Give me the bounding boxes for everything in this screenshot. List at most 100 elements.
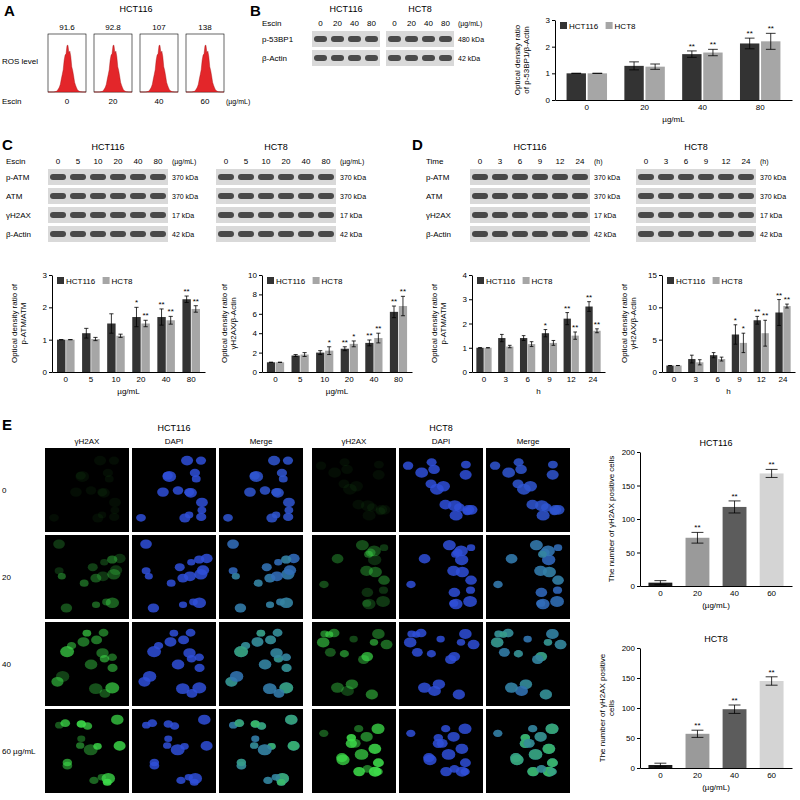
- panel-letter: D: [412, 136, 423, 153]
- blot-band: [298, 231, 314, 237]
- cell-line: HCT116: [514, 142, 547, 152]
- foci-signal: [105, 475, 114, 482]
- x-axis-line: [641, 586, 793, 587]
- nucleus: [186, 689, 197, 698]
- dose-label: 0: [224, 157, 229, 166]
- dose-label: 20: [282, 157, 291, 166]
- y-tick-mark: [49, 340, 52, 341]
- histogram-frame: [48, 34, 86, 92]
- nucleus: [546, 629, 559, 639]
- blot-band: [238, 212, 254, 218]
- foci-signal: [288, 741, 300, 751]
- nucleus: [251, 720, 260, 728]
- y-axis-title-line: p-ATM/ATM: [439, 302, 448, 344]
- dose-label: 9: [704, 157, 709, 166]
- x-axis-line: [53, 372, 206, 373]
- significance: **: [768, 460, 774, 469]
- foci-signal: [60, 719, 70, 727]
- y-axis-title: Optical density ratioof p-53BP1/β-Actin: [513, 24, 531, 95]
- nucleus: [273, 689, 284, 698]
- bar: [550, 343, 557, 372]
- foci-signal: [499, 648, 510, 657]
- micrograph: [399, 448, 483, 532]
- x-axis-line: [473, 372, 606, 373]
- nucleus: [284, 565, 296, 575]
- blot-band: [298, 174, 314, 180]
- foci-signal: [94, 456, 106, 466]
- error-bar: [159, 309, 163, 325]
- blot-band: [638, 174, 654, 180]
- nucleus: [270, 648, 282, 658]
- significance: **: [731, 696, 737, 705]
- blot-band: [698, 193, 714, 199]
- blot-band: [50, 174, 66, 180]
- foci-signal: [354, 725, 363, 732]
- x-tick-label: 80: [394, 375, 403, 384]
- nucleus: [419, 554, 431, 563]
- micrograph: [219, 535, 303, 619]
- y-axis-title-line: The number of γH2AX positive cells: [607, 456, 616, 583]
- x-tick-label: 6: [715, 375, 720, 384]
- blot-band: [298, 193, 314, 199]
- micrograph-background: [399, 448, 483, 532]
- bar: [593, 331, 600, 372]
- foci-signal: [325, 631, 333, 637]
- bar: [498, 338, 505, 372]
- nucleus: [428, 465, 440, 474]
- foci-signal: [58, 573, 66, 579]
- x-axis: 03691224: [663, 373, 796, 384]
- nucleus: [262, 563, 272, 571]
- y-tick-label: 1: [546, 69, 551, 78]
- blot-band: [658, 174, 674, 180]
- x-axis: 0510204080: [263, 373, 413, 384]
- foci-signal: [552, 576, 564, 585]
- blot-band: [552, 193, 568, 199]
- ros-value: 138: [198, 23, 212, 32]
- blot-band: [314, 55, 327, 61]
- blot-band: [314, 36, 327, 42]
- nucleus: [490, 462, 500, 470]
- dose-label: 0: [478, 157, 483, 166]
- nucleus: [250, 472, 260, 480]
- micrograph-background: [132, 622, 216, 706]
- foci-signal: [277, 779, 286, 786]
- y-tick-label: 2: [43, 303, 48, 312]
- blot-band: [638, 193, 654, 199]
- error-bar: [118, 334, 122, 337]
- blot-band: [552, 231, 568, 237]
- foci-signal: [83, 630, 92, 637]
- size-label: 370 kDa: [172, 174, 198, 181]
- foci-signal: [529, 749, 543, 760]
- treatment: Time: [426, 157, 444, 166]
- nucleus: [447, 732, 459, 742]
- nucleus: [493, 730, 502, 737]
- nucleus: [186, 629, 196, 637]
- y-axis-line: [640, 649, 641, 769]
- y-tick-mark: [637, 553, 640, 554]
- bar: [783, 306, 790, 372]
- foci-signal: [381, 640, 393, 649]
- dose-label: 0: [644, 157, 649, 166]
- x-tick: 20: [345, 375, 354, 384]
- nucleus: [281, 664, 291, 672]
- nucleus: [505, 682, 518, 692]
- nucleus: [550, 505, 562, 514]
- y-tick: 0: [653, 368, 662, 377]
- blot-band: [718, 212, 734, 218]
- error-bar: [654, 763, 666, 767]
- foci-signal: [550, 596, 564, 607]
- nucleus: [448, 500, 462, 511]
- x-tick: 9: [547, 375, 552, 384]
- legend-swatch: [560, 22, 567, 29]
- dose-label: 3: [664, 157, 669, 166]
- y-axis-title-line: Optical density ratio of: [430, 283, 439, 363]
- micrograph-background: [132, 535, 216, 619]
- y-tick: 0: [546, 96, 555, 105]
- x-tick-label: 0: [64, 375, 69, 384]
- x-tick: 6: [525, 375, 530, 384]
- bar: [703, 53, 722, 100]
- y-tick-mark: [552, 47, 555, 48]
- nucleus: [443, 540, 456, 550]
- legend: HCT116HCT8: [667, 277, 743, 286]
- blot-band: [472, 174, 488, 180]
